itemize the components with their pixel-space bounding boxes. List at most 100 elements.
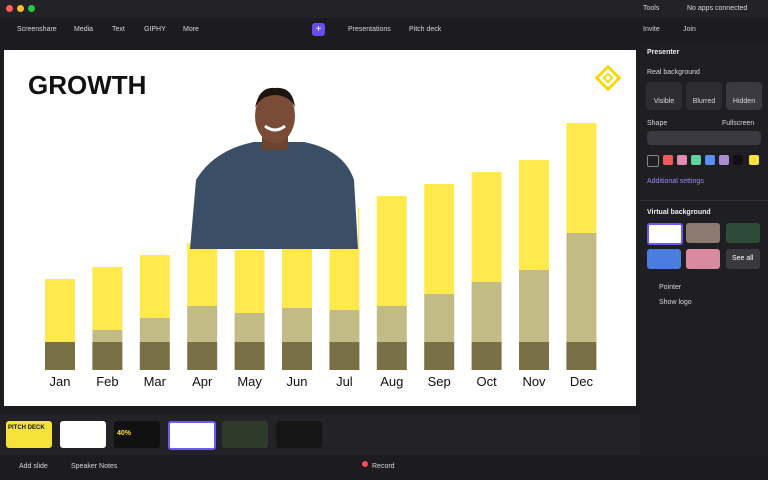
bar-segment [566, 123, 597, 233]
mode-label: Hidden [732, 98, 756, 105]
color-swatch[interactable] [733, 155, 743, 165]
bar-segment [424, 342, 455, 370]
bar-segment [187, 342, 218, 370]
bar-segment [519, 270, 549, 342]
mode-label: Visible [653, 98, 675, 105]
category-label: Sep [428, 374, 451, 389]
thumb-text: PITCH DECK [8, 425, 45, 431]
toolbar-item[interactable]: Media [74, 26, 94, 33]
bar-segment [45, 279, 75, 342]
bar-segment [376, 306, 407, 342]
category-label: Oct [476, 374, 497, 389]
bar-segment [471, 342, 502, 370]
presentations-button[interactable]: Presentations [348, 26, 391, 33]
toolbar-item[interactable]: Screenshare [17, 26, 57, 33]
panel-heading: Virtual background [647, 209, 711, 216]
bar-segment [187, 243, 218, 306]
category-label: Jan [50, 374, 71, 389]
slide-thumbnail[interactable] [222, 421, 268, 448]
section-label: Shape [647, 120, 668, 127]
fullscreen-label: Fullscreen [722, 120, 755, 127]
bar-segment [187, 306, 218, 342]
bar-segment [45, 342, 75, 370]
background-tile[interactable] [647, 249, 681, 269]
category-label: Aug [380, 374, 403, 389]
bar-segment [234, 313, 265, 342]
see-all-tile[interactable]: See all [726, 249, 760, 269]
see-all-label: See all [732, 255, 754, 262]
slide-thumbnail[interactable] [276, 421, 322, 448]
shape-selector[interactable] [647, 131, 761, 145]
slide-title: GROWTH [28, 70, 146, 100]
color-swatch[interactable] [691, 155, 701, 165]
bar-segment [139, 342, 170, 370]
bar-segment [424, 184, 455, 294]
category-label: May [237, 374, 262, 389]
additional-settings-link[interactable]: Additional settings [647, 178, 704, 185]
background-tile[interactable] [726, 223, 760, 243]
category-label: Dec [570, 374, 594, 389]
bar-segment [376, 342, 407, 370]
bar-segment [519, 160, 549, 270]
category-label: Feb [96, 374, 118, 389]
deck-selector[interactable]: Pitch deck [409, 26, 442, 33]
invite-button[interactable]: Invite [643, 26, 660, 33]
bar-segment [471, 282, 502, 342]
background-tile[interactable] [647, 223, 683, 245]
toggle-label[interactable]: Show logo [659, 299, 692, 306]
speaker-notes-button[interactable]: Speaker Notes [71, 463, 118, 470]
divider [640, 200, 768, 201]
mode-button[interactable]: Visible [646, 82, 682, 110]
bar-segment [329, 310, 360, 342]
slide-thumbnail[interactable]: PITCH DECK [6, 421, 52, 448]
background-tile[interactable] [686, 223, 720, 243]
color-swatch[interactable] [705, 155, 715, 165]
join-button[interactable]: Join [683, 26, 696, 33]
bar-segment [92, 330, 123, 342]
zoom-button[interactable] [28, 5, 35, 12]
color-swatch[interactable] [719, 155, 729, 165]
toggle-label[interactable]: Pointer [659, 284, 682, 291]
close-button[interactable] [6, 5, 13, 12]
toolbar-item[interactable]: GIPHY [144, 26, 166, 33]
color-swatch[interactable] [749, 155, 759, 165]
minimize-button[interactable] [17, 5, 24, 12]
toolbar-item[interactable]: Text [112, 26, 125, 33]
category-label: Jun [287, 374, 308, 389]
title-bar [0, 0, 768, 18]
mode-label: Blurred [692, 98, 716, 105]
logo [594, 64, 622, 92]
record-dot [362, 461, 368, 467]
slide-thumbnail[interactable]: 40% [114, 421, 160, 448]
mode-button[interactable]: Blurred [686, 82, 722, 110]
bar-segment [566, 233, 597, 342]
category-label: Apr [192, 374, 213, 389]
bar-segment [471, 172, 502, 282]
category-label: Mar [144, 374, 167, 389]
background-tile[interactable] [686, 249, 720, 269]
slide-thumbnail[interactable] [168, 421, 216, 450]
bar-segment [139, 318, 170, 342]
apps-status[interactable]: No apps connected [687, 5, 748, 12]
mode-button[interactable]: Hidden [726, 82, 762, 110]
toolbar-item[interactable]: More [183, 26, 199, 33]
add-slide-button[interactable]: Add slide [19, 463, 48, 470]
color-swatch[interactable] [677, 155, 687, 165]
tools-menu[interactable]: Tools [643, 5, 660, 12]
add-button[interactable]: + [312, 23, 325, 36]
bar-segment [282, 308, 312, 342]
section-label: Real background [647, 69, 700, 76]
presenter-video [190, 85, 358, 249]
bar-segment [424, 294, 455, 342]
record-button[interactable]: Record [372, 463, 395, 470]
color-swatch[interactable] [663, 155, 673, 165]
bar-segment [139, 255, 170, 318]
bar-segment [92, 267, 123, 330]
bar-segment [92, 342, 123, 370]
bar-segment [566, 342, 597, 370]
slide-thumbnail[interactable] [60, 421, 106, 448]
category-label: Nov [522, 374, 546, 389]
bar-segment [282, 342, 312, 370]
color-swatch[interactable] [647, 155, 659, 167]
bar-segment [234, 342, 265, 370]
